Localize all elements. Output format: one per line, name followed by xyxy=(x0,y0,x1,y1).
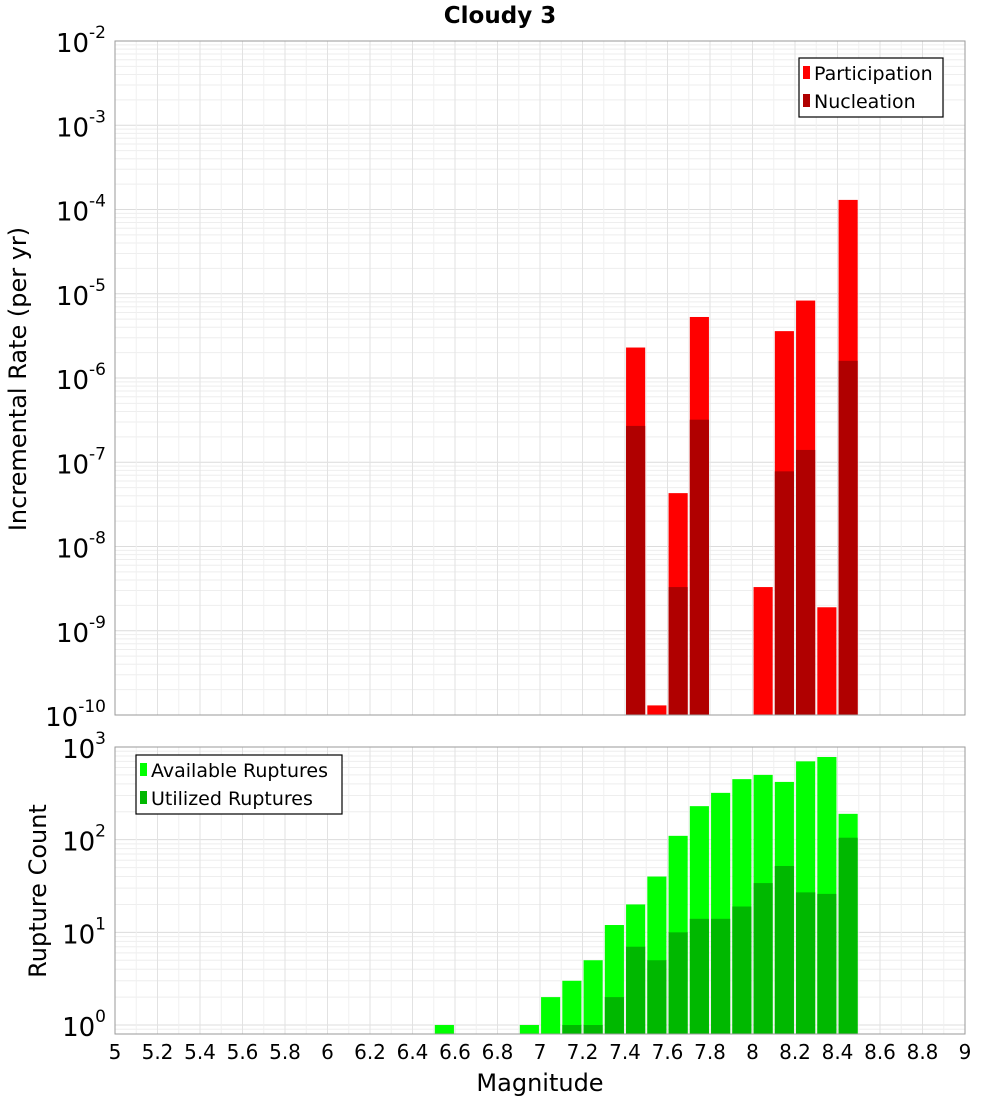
bottom-bar-utilized-ruptures xyxy=(668,932,688,1034)
top-bar-participation xyxy=(817,607,837,715)
bottom-bar-utilized-ruptures xyxy=(753,883,773,1034)
top-bar-nucleation xyxy=(689,419,709,715)
bottom-bar-utilized-ruptures xyxy=(626,946,646,1034)
bottom-y-tick-label: 101 xyxy=(62,914,106,950)
x-tick-label: 6 xyxy=(321,1040,334,1064)
bottom-bar-utilized-ruptures xyxy=(604,997,624,1034)
top-y-tick-label: 10-4 xyxy=(56,192,106,228)
x-axis-ticks: 5 5.2 5.4 5.6 5.8 6 6.2 6.4 6.6 6.8 7 7.2 7.4 7.6 7.8 8… xyxy=(109,1040,972,1064)
legend-label-available: Available Ruptures xyxy=(151,760,328,782)
bottom-bar-utilized-ruptures xyxy=(732,906,752,1034)
x-tick-label: 7 xyxy=(534,1040,547,1064)
legend-swatch-nucleation xyxy=(803,94,810,107)
x-tick-label: 6.8 xyxy=(482,1040,514,1064)
x-tick-label: 7.4 xyxy=(609,1040,641,1064)
legend-label-participation: Participation xyxy=(814,63,933,85)
bottom-legend: Available Ruptures Utilized Ruptures xyxy=(135,754,343,815)
top-y-tick-label: 10-2 xyxy=(56,23,106,59)
x-tick-label: 7.2 xyxy=(567,1040,599,1064)
bottom-bar-utilized-ruptures xyxy=(647,960,667,1034)
x-tick-label: 6.4 xyxy=(397,1040,429,1064)
top-bar-nucleation xyxy=(626,425,646,715)
x-tick-label: 5 xyxy=(109,1040,122,1064)
bottom-bar-utilized-ruptures xyxy=(817,893,837,1034)
top-legend: Participation Nucleation xyxy=(798,57,944,118)
x-tick-label: 8.6 xyxy=(864,1040,896,1064)
top-legend-box xyxy=(798,57,944,118)
x-tick-label: 8.2 xyxy=(779,1040,811,1064)
top-y-tick-label: 10-8 xyxy=(56,529,106,565)
top-bar-nucleation xyxy=(774,471,794,715)
top-y-tick-label: 10-5 xyxy=(56,276,106,312)
bottom-legend-box xyxy=(135,754,343,815)
legend-swatch-participation xyxy=(803,66,810,79)
legend-label-utilized: Utilized Ruptures xyxy=(151,788,313,810)
bottom-bar-utilized-ruptures xyxy=(838,837,858,1034)
bottom-bar-available-ruptures xyxy=(541,997,561,1034)
x-tick-label: 5.8 xyxy=(269,1040,301,1064)
x-tick-label: 7.8 xyxy=(694,1040,726,1064)
top-y-tick-label: 10-3 xyxy=(56,107,106,143)
bottom-bar-utilized-ruptures xyxy=(562,1025,582,1034)
top-y-axis-title: Incremental Rate (per yr) xyxy=(4,227,32,531)
top-y-tick-label: 10-7 xyxy=(56,444,106,480)
x-tick-label: 8.8 xyxy=(907,1040,939,1064)
x-tick-label: 5.6 xyxy=(227,1040,259,1064)
top-bar-participation xyxy=(647,705,667,715)
x-tick-label: 8.4 xyxy=(822,1040,854,1064)
x-tick-label: 6.2 xyxy=(354,1040,386,1064)
x-tick-label: 9 xyxy=(959,1040,972,1064)
top-y-tick-label: 10-9 xyxy=(56,613,106,649)
bottom-bar-utilized-ruptures xyxy=(796,892,816,1034)
bottom-bar-available-ruptures xyxy=(583,960,603,1034)
bottom-bar-available-ruptures xyxy=(562,980,582,1034)
top-bar-participation xyxy=(753,587,773,715)
top-y-tick-label: 10-10 xyxy=(45,697,106,733)
bottom-bar-utilized-ruptures xyxy=(774,865,794,1034)
bottom-bar-utilized-ruptures xyxy=(711,918,731,1034)
bottom-y-tick-label: 102 xyxy=(62,822,106,858)
legend-swatch-available xyxy=(140,763,147,776)
bottom-bar-utilized-ruptures xyxy=(689,918,709,1034)
bottom-y-axis-title: Rupture Count xyxy=(24,804,52,978)
bottom-y-tick-label: 103 xyxy=(62,729,106,765)
x-tick-label: 5.4 xyxy=(184,1040,216,1064)
legend-swatch-utilized xyxy=(140,791,147,804)
x-tick-label: 6.6 xyxy=(439,1040,471,1064)
x-axis-title: Magnitude xyxy=(476,1069,603,1097)
bottom-y-tick-label: 100 xyxy=(62,1007,106,1043)
bottom-bar-available-ruptures xyxy=(434,1025,454,1034)
x-tick-label: 8 xyxy=(746,1040,759,1064)
top-plot-frame xyxy=(114,40,966,716)
top-y-tick-label: 10-6 xyxy=(56,360,106,396)
top-bar-nucleation xyxy=(668,587,688,715)
top-bar-nucleation xyxy=(796,449,816,715)
legend-label-nucleation: Nucleation xyxy=(814,91,916,113)
bottom-bar-available-ruptures xyxy=(519,1025,539,1034)
top-plot-panel: 10-10 10-9 10-8 10-7 10-6 10-5 10-4 10-3 10-2 xyxy=(45,23,966,733)
top-bar-nucleation xyxy=(838,360,858,715)
bottom-bar-utilized-ruptures xyxy=(583,1025,603,1034)
x-tick-label: 7.6 xyxy=(652,1040,684,1064)
bottom-plot-frame xyxy=(114,746,966,1035)
x-tick-label: 5.2 xyxy=(142,1040,174,1064)
chart-title: Cloudy 3 xyxy=(444,3,556,29)
